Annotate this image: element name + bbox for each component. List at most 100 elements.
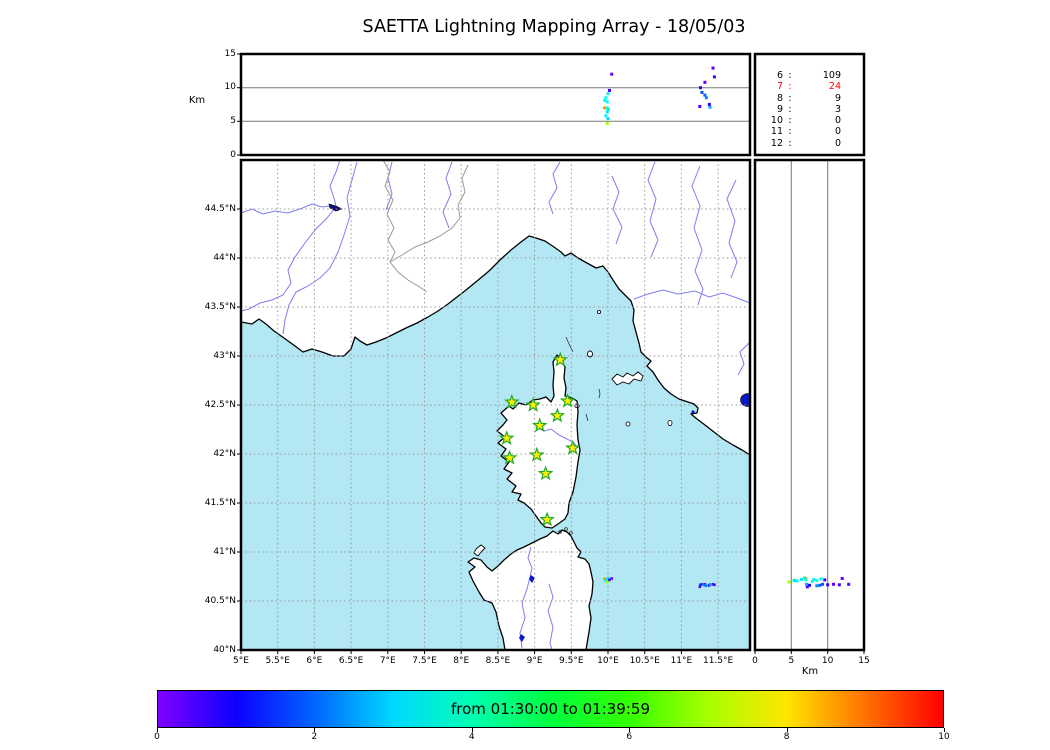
lightning-source xyxy=(608,88,611,92)
capraia-island xyxy=(587,350,593,358)
lon-tick-label: 9°E xyxy=(526,656,543,666)
lon-tick-label: 8.5°E xyxy=(485,656,511,666)
giglio-island xyxy=(667,419,673,426)
orbetello-lagoon xyxy=(691,410,695,414)
station-count-row: 11: 0 xyxy=(761,126,853,137)
montecristo-island xyxy=(625,421,631,427)
colorbar-label: from 01:30:00 to 01:39:59 xyxy=(450,700,650,718)
lightning-source xyxy=(607,576,610,580)
lightning-source xyxy=(840,577,844,580)
colorbar-tick-label: 8 xyxy=(783,732,790,742)
colorbar-tick-mark xyxy=(944,728,945,732)
lon-tick-label: 7°E xyxy=(379,656,396,666)
coastline xyxy=(241,235,750,456)
lightning-source xyxy=(603,106,607,110)
station-id: 11 xyxy=(770,126,783,138)
river xyxy=(633,289,750,304)
station-id: 8 xyxy=(776,92,783,104)
lat-tick-label: 40°N xyxy=(213,644,236,655)
lightning-source xyxy=(606,579,610,582)
lightning-source xyxy=(700,90,704,94)
station-count-row: 10: 0 xyxy=(761,115,853,126)
country-border xyxy=(382,160,428,293)
separator: : xyxy=(788,137,792,149)
station-id: 10 xyxy=(770,115,783,127)
lightning-source xyxy=(704,96,708,100)
country-border xyxy=(389,164,469,263)
coast-fragment xyxy=(598,388,601,399)
source-count: 0 xyxy=(834,126,841,138)
river xyxy=(691,165,704,306)
lightning-source xyxy=(707,103,711,106)
river xyxy=(547,583,554,650)
lon-tick-label: 10.5°E xyxy=(629,656,660,666)
lightning-source xyxy=(606,107,610,111)
lightning-source xyxy=(605,110,609,114)
lightning-source xyxy=(805,585,809,589)
lightning-source xyxy=(700,583,704,586)
river xyxy=(726,179,738,279)
lightning-source xyxy=(805,582,809,586)
lightning-source xyxy=(699,583,702,587)
top-panel-frame xyxy=(239,52,752,157)
colorbar-tick-label: 4 xyxy=(468,732,475,742)
lat-tick-label: 43°N xyxy=(213,350,236,361)
lightning-source xyxy=(605,121,609,125)
lon-tick-label: 5°E xyxy=(233,656,249,666)
asinara-island xyxy=(473,544,486,557)
colorbar-tick-label: 10 xyxy=(938,732,950,742)
separator: : xyxy=(788,92,792,104)
lma-station-star xyxy=(559,392,576,408)
right-alt-tick-label: 0 xyxy=(752,656,758,666)
river xyxy=(647,161,659,258)
lon-tick-label: 10°E xyxy=(597,656,619,666)
top-panel xyxy=(237,52,752,157)
lightning-source xyxy=(800,577,803,581)
lightning-source xyxy=(804,578,808,582)
river xyxy=(241,207,336,312)
lat-tick-label: 41.5°N xyxy=(204,497,236,508)
source-count: 109 xyxy=(822,70,841,81)
lightning-source xyxy=(603,99,607,102)
lat-tick-label: 44°N xyxy=(213,252,236,263)
lightning-source xyxy=(604,96,608,100)
map-panel xyxy=(241,160,750,650)
sardinia xyxy=(468,530,593,650)
lightning-source xyxy=(703,93,707,97)
lightning-source xyxy=(713,583,716,587)
lightning-source xyxy=(818,583,822,587)
right-panel-frame xyxy=(753,158,866,652)
lat-tick-label: 43.5°N xyxy=(204,301,236,312)
lightning-source xyxy=(812,577,816,581)
lightning-source xyxy=(819,577,823,581)
separator: : xyxy=(788,81,792,93)
lon-tick-label: 7.5°E xyxy=(412,656,437,666)
corsica xyxy=(497,355,580,528)
lightning-source xyxy=(698,105,702,108)
lightning-source xyxy=(708,105,712,109)
lon-tick-label: 9.5°E xyxy=(559,656,584,666)
lightning-source xyxy=(603,577,606,581)
station-count-table: 6:109 7:24 8:9 9:3 10:0 11:0 12:0 xyxy=(761,70,853,149)
maddalena-islet xyxy=(564,527,568,531)
river xyxy=(385,161,393,211)
right-panel xyxy=(753,158,866,654)
lightning-source xyxy=(815,578,819,582)
lightning-source xyxy=(703,584,707,587)
colorbar-tick-mark xyxy=(786,728,788,732)
lat-tick-label: 42.5°N xyxy=(204,399,236,410)
lake-coghinas xyxy=(529,575,535,583)
lon-tick-label: 6°E xyxy=(306,656,323,666)
lake-serre-poncon xyxy=(328,203,343,212)
lon-tick-label: 5.5°E xyxy=(265,656,290,666)
right-alt-tick-label: 15 xyxy=(858,656,870,666)
station-count-row: 9: 3 xyxy=(761,104,853,115)
lightning-source xyxy=(837,583,841,587)
source-count: 3 xyxy=(834,103,841,115)
lma-station-star xyxy=(552,351,569,367)
source-count: 0 xyxy=(834,137,841,149)
river xyxy=(442,161,453,229)
lightning-source xyxy=(711,66,715,70)
